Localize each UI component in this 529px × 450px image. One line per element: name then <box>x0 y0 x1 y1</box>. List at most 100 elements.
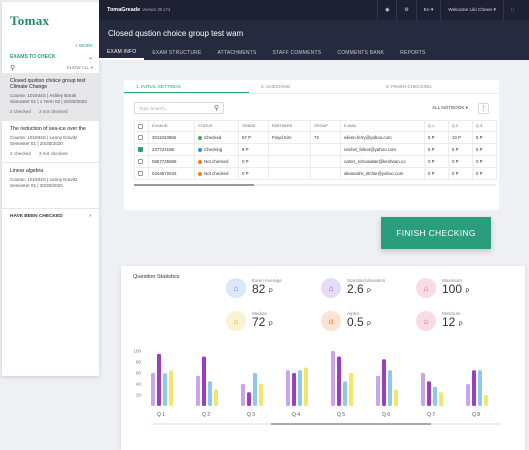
chevron-down-icon[interactable]: ⌄ <box>87 54 93 61</box>
show-all-dropdown[interactable]: SHOW ALL ▾ <box>66 65 93 70</box>
grid-icon[interactable]: ∷ <box>502 0 521 20</box>
eye-icon[interactable]: ◉ <box>377 0 396 20</box>
q3-cell: 0 P <box>472 167 497 180</box>
stat-label: Alpha <box>347 311 359 316</box>
email-cell: eileen.ferry@yahoo.com <box>340 131 425 144</box>
row-checkbox[interactable] <box>134 155 149 168</box>
stat-label: Standard deviation <box>347 278 386 283</box>
finish-checking-button[interactable]: FINISH CHECKING <box>381 217 491 249</box>
bar <box>304 367 308 406</box>
bar <box>292 373 296 406</box>
tab-exam-structure[interactable]: EXAM STRUCTURE <box>152 50 202 56</box>
stats-title: Question Statistics <box>133 274 180 280</box>
bar <box>208 381 212 406</box>
tab-exam-info[interactable]: EXAM INFO <box>99 46 145 60</box>
partners-cell <box>268 155 311 168</box>
search-icon[interactable]: ⚲ <box>10 65 16 72</box>
exams-to-check-header[interactable]: EXAMS TO CHECK ⌄ <box>2 51 99 63</box>
search-icon: ⚲ <box>213 105 219 112</box>
table-row[interactable]: 227724168 Checking 8 P reichel_felton@yahoo… <box>134 143 497 156</box>
group-cell <box>310 143 341 156</box>
exam-list-item[interactable]: Linear algebra Course: 101934S | Lenny K… <box>2 163 99 194</box>
work-link[interactable]: < WORK <box>75 43 93 48</box>
bar <box>202 356 206 406</box>
col-header-q1[interactable]: Q.1 <box>424 120 449 132</box>
stat-value: 0.5 P <box>347 315 372 329</box>
q1-cell: 5 P <box>424 131 449 144</box>
col-header-grade[interactable]: GRADE <box>238 120 269 132</box>
app-brand: TomaGreade Version 39.174 <box>107 7 171 13</box>
bar <box>241 384 245 406</box>
status-dot-icon <box>198 171 202 176</box>
question-statistics-card: Question Statistics ⌂ Exam Average 82 P ⌂ St… <box>121 266 525 450</box>
partners-cell: Floyd Kim <box>268 131 311 144</box>
col-header-group[interactable]: GROUP <box>310 120 341 132</box>
bar <box>337 356 341 406</box>
row-checkbox[interactable] <box>134 143 149 156</box>
bar <box>247 392 251 406</box>
step-checking[interactable]: 2. CHECKING <box>261 84 291 89</box>
checked-count: 2 checked <box>10 151 31 157</box>
logo: Tomax <box>10 13 50 28</box>
exam-list-item[interactable]: The reduction of sea-ice over the Course… <box>2 121 99 164</box>
status-cell: Checked <box>194 131 239 144</box>
exam-item-course: Course: 101934S | Lenny Kravitz <box>10 176 78 182</box>
bar <box>163 373 167 406</box>
exam-list-item[interactable]: Closed qustion choice group test Climate… <box>2 73 99 122</box>
q3-cell: 5 P <box>472 131 497 144</box>
exam-id-cell: 0344572533 <box>148 167 195 180</box>
not-checked-count: 3 not checked <box>38 109 68 115</box>
status-cell: Not checked <box>194 167 239 180</box>
step-finish-checking[interactable]: 3. FINISH CHECKING <box>386 84 432 89</box>
row-checkbox[interactable] <box>134 167 149 180</box>
bar <box>466 384 470 406</box>
col-header-exam-id[interactable]: EXAM ID <box>148 120 195 132</box>
not-checked-count: 3 not checked <box>38 151 68 157</box>
more-options-icon[interactable]: ⋮ <box>478 102 489 114</box>
status-dot-icon <box>198 147 202 152</box>
bar <box>157 353 161 406</box>
tab-comments-bank[interactable]: COMMENTS BANK <box>337 50 385 56</box>
notebook-filter[interactable]: ALL NOTBOOK ▾ <box>432 105 468 110</box>
x-tick-label: Q 1 <box>157 412 165 418</box>
col-header-q2[interactable]: Q.2 <box>448 120 473 132</box>
stat-label: Maximum <box>442 278 462 283</box>
tab-reports[interactable]: REPORTS <box>400 50 426 56</box>
have-been-checked-label: HAVE BEEN CHECKED <box>10 214 63 220</box>
x-tick-label: Q 7 <box>427 412 435 418</box>
grade-cell: 0 P <box>238 167 269 180</box>
partners-cell <box>268 143 311 156</box>
col-header-email[interactable]: E-MAIL <box>340 120 425 132</box>
col-header-partners[interactable]: PARTNERS <box>268 120 311 132</box>
alpha-icon: α <box>321 311 341 331</box>
row-checkbox[interactable] <box>134 131 149 144</box>
bar <box>421 373 425 406</box>
col-header-status[interactable]: STATUS <box>194 120 239 132</box>
tab-attachments[interactable]: ATTACHMENTS <box>217 50 257 56</box>
col-header-q3[interactable]: Q.3 <box>472 120 497 132</box>
user-menu[interactable]: Welcome Liki Cheen ▾ <box>440 0 503 20</box>
gear-icon[interactable]: ⚙ <box>396 0 415 20</box>
stat-value: 12 P <box>442 315 463 329</box>
stat-label: Median <box>252 311 268 316</box>
stat-tile: ⌂ Maximum 100 P <box>416 278 469 298</box>
exam-item-title: Closed qustion choice group test Climate… <box>10 78 86 91</box>
stat-tile: ⌂ Minimum 12 P <box>416 311 463 331</box>
horizontal-scrollbar[interactable] <box>134 184 496 186</box>
bar <box>214 389 218 406</box>
bar <box>151 373 155 406</box>
bar <box>376 375 380 406</box>
language-select[interactable]: En ▾ <box>415 0 441 20</box>
bar <box>259 384 263 406</box>
select-all-checkbox[interactable] <box>134 120 149 132</box>
q1-cell: 0 P <box>424 155 449 168</box>
step-initial-settings[interactable]: 1. INITIAL SETTINGS <box>124 80 249 93</box>
y-tick-label: 60 <box>136 371 142 376</box>
have-been-checked-section[interactable]: HAVE BEEN CHECKED › <box>2 208 99 224</box>
tab-bar: EXAM INFO EXAM STRUCTURE ATTACHMENTS STA… <box>99 46 529 60</box>
tab-staff-comments[interactable]: STAFF COMMENTS <box>272 50 322 56</box>
table-row[interactable]: 3011043656 Checked 87 P Floyd Kim 72 eileen.f… <box>134 131 497 144</box>
search-input[interactable]: Type Search... ⚲ <box>134 102 224 114</box>
